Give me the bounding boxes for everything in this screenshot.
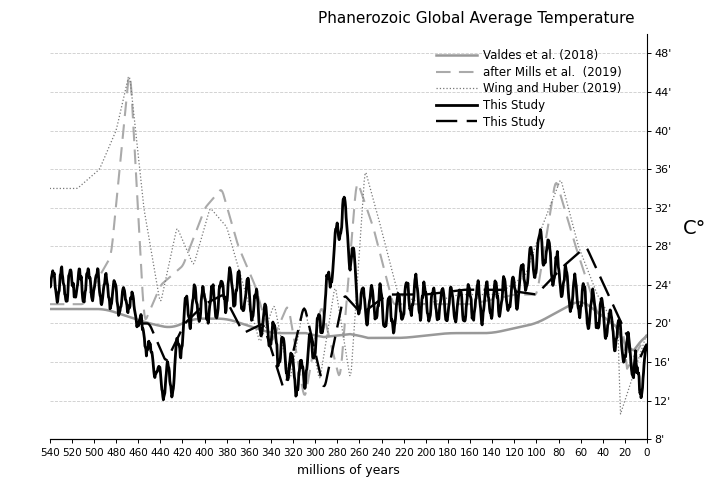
after Mills et al.  (2019)	[46, 301, 54, 307]
Valdes et al. (2018)	[574, 299, 583, 305]
after Mills et al.  (2019)	[125, 73, 134, 79]
Legend: Valdes et al. (2018), after Mills et al.  (2019), Wing and Huber (2019), This St: Valdes et al. (2018), after Mills et al.…	[432, 44, 626, 133]
This Study	[474, 287, 483, 293]
Wing and Huber (2019)	[235, 268, 244, 274]
Valdes et al. (2018)	[46, 306, 54, 312]
after Mills et al.  (2019)	[318, 306, 326, 312]
Valdes et al. (2018)	[631, 346, 639, 352]
Text: C°: C°	[683, 219, 706, 238]
This Study	[46, 283, 54, 288]
Wing and Huber (2019)	[616, 411, 625, 417]
Line: This Study: This Study	[138, 248, 647, 387]
after Mills et al.  (2019)	[152, 292, 161, 298]
after Mills et al.  (2019)	[301, 392, 309, 398]
This Study	[643, 345, 651, 351]
Wing and Huber (2019)	[511, 279, 520, 285]
after Mills et al.  (2019)	[497, 295, 506, 301]
Wing and Huber (2019)	[125, 74, 134, 80]
after Mills et al.  (2019)	[200, 207, 208, 213]
Wing and Huber (2019)	[439, 296, 447, 302]
This Study	[434, 290, 443, 296]
Valdes et al. (2018)	[333, 333, 341, 339]
This Study	[581, 245, 589, 251]
This Study	[134, 321, 142, 326]
after Mills et al.  (2019)	[400, 301, 408, 307]
Wing and Huber (2019)	[193, 252, 201, 258]
This Study	[518, 289, 526, 295]
This Study	[340, 194, 348, 200]
This Study	[124, 303, 133, 309]
Text: Phanerozoic Global Average Temperature: Phanerozoic Global Average Temperature	[319, 11, 635, 26]
Valdes et al. (2018)	[535, 319, 543, 325]
Wing and Huber (2019)	[584, 270, 593, 276]
Line: This Study: This Study	[50, 197, 647, 400]
Valdes et al. (2018)	[369, 335, 378, 341]
This Study	[280, 384, 289, 390]
after Mills et al.  (2019)	[643, 331, 651, 337]
This Study	[224, 301, 232, 307]
Wing and Huber (2019)	[643, 331, 651, 337]
This Study	[159, 397, 168, 403]
This Study	[264, 339, 273, 345]
Line: Wing and Huber (2019): Wing and Huber (2019)	[50, 77, 647, 414]
This Study	[247, 317, 256, 323]
This Study	[373, 313, 381, 319]
Valdes et al. (2018)	[643, 333, 651, 339]
This Study	[146, 341, 155, 347]
X-axis label: millions of years: millions of years	[297, 464, 400, 477]
Valdes et al. (2018)	[629, 347, 638, 353]
Wing and Huber (2019)	[46, 185, 54, 191]
This Study	[360, 296, 369, 302]
Line: Valdes et al. (2018): Valdes et al. (2018)	[50, 302, 647, 350]
This Study	[365, 305, 373, 311]
Line: after Mills et al.  (2019): after Mills et al. (2019)	[50, 76, 647, 395]
after Mills et al.  (2019)	[447, 301, 455, 307]
This Study	[305, 334, 314, 340]
Valdes et al. (2018)	[329, 333, 338, 339]
Valdes et al. (2018)	[401, 335, 410, 341]
This Study	[643, 341, 651, 347]
Wing and Huber (2019)	[215, 215, 223, 221]
